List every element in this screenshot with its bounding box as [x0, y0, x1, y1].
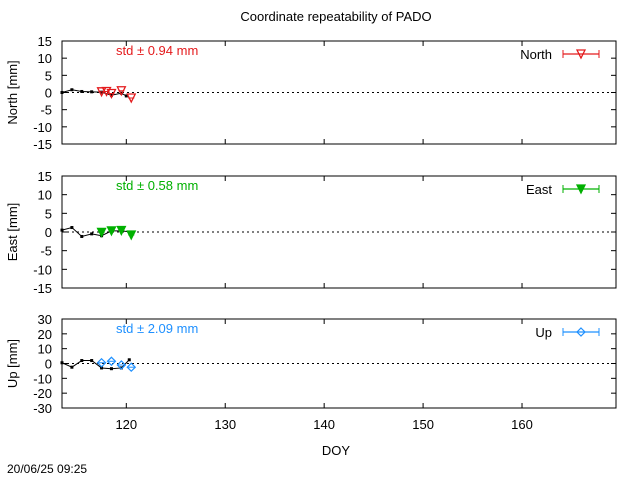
y-tick-label: -20: [33, 386, 52, 401]
y-tick-label: 10: [38, 342, 52, 357]
y-tick-label: -5: [40, 103, 52, 118]
reference-point: [60, 228, 64, 232]
y-tick-label: -10: [33, 120, 52, 135]
y-tick-label: 10: [38, 188, 52, 203]
data-point: [126, 230, 137, 241]
y-tick-label: 5: [45, 68, 52, 83]
y-tick-label: 15: [38, 34, 52, 49]
data-point: [126, 93, 137, 104]
reference-point: [109, 93, 113, 97]
reference-point: [109, 367, 113, 371]
x-tick-label: 150: [412, 417, 434, 432]
y-tick-label: 20: [38, 327, 52, 342]
y-axis-label: North [mm]: [5, 60, 20, 124]
y-tick-label: 10: [38, 51, 52, 66]
data-point: [116, 360, 127, 370]
y-tick-label: 30: [38, 312, 52, 327]
std-label: std ± 0.94 mm: [116, 43, 198, 58]
legend-label: East: [526, 182, 552, 197]
reference-point: [100, 366, 104, 370]
y-tick-label: 0: [45, 225, 52, 240]
reference-point: [70, 226, 74, 230]
std-label: std ± 0.58 mm: [116, 178, 198, 193]
legend-label: North: [520, 47, 552, 62]
reference-point: [80, 359, 84, 363]
data-point: [106, 88, 117, 99]
y-tick-label: -5: [40, 244, 52, 259]
data-point: [106, 226, 117, 237]
reference-point: [80, 89, 84, 93]
y-tick-label: -10: [33, 262, 52, 277]
reference-point: [90, 359, 94, 363]
reference-point: [60, 91, 64, 94]
reference-point: [124, 94, 128, 98]
x-tick-label: 160: [511, 417, 533, 432]
data-point: [116, 86, 127, 97]
chart-title: Coordinate repeatability of PADO: [240, 9, 431, 24]
panel-east: -15 -10 -5 0 5 10 15 East [mm] std ± 0.58 mm East: [5, 169, 617, 296]
legend-label: Up: [535, 325, 552, 340]
y-tick-label: 0: [45, 357, 52, 372]
reference-point: [90, 90, 94, 94]
y-axis-label: Up [mm]: [5, 339, 20, 388]
reference-point: [119, 91, 123, 95]
reference-point: [90, 232, 94, 236]
y-tick-label: 5: [45, 206, 52, 221]
std-label: std ± 2.09 mm: [116, 321, 198, 336]
y-tick-label: -30: [33, 401, 52, 416]
reference-point: [119, 366, 123, 370]
reference-point: [127, 358, 131, 362]
y-tick-label: 15: [38, 169, 52, 184]
reference-point: [70, 365, 74, 369]
y-tick-label: -10: [33, 371, 52, 386]
x-axis-label: DOY: [322, 443, 351, 458]
data-point: [116, 225, 127, 236]
data-point: [106, 356, 117, 367]
legend-marker: [575, 49, 587, 60]
panel-north: -15 -10 -5 0 5 10 15 North [mm] std ± 0.94 mm Nor…: [5, 34, 617, 152]
y-tick-label: 0: [45, 86, 52, 101]
data-point: [126, 362, 137, 373]
x-tick-label: 120: [115, 417, 137, 432]
x-tick-label: 140: [313, 417, 335, 432]
timestamp: 20/06/25 09:25: [7, 462, 88, 476]
data-point: [96, 227, 107, 238]
reference-line: [61, 89, 127, 97]
data-point: [96, 357, 107, 368]
y-tick-label: -15: [33, 137, 52, 152]
y-tick-label: -15: [33, 281, 52, 296]
x-tick-label: 130: [214, 417, 236, 432]
legend-marker: [576, 327, 586, 337]
reference-point: [80, 234, 84, 238]
legend-marker: [575, 184, 587, 195]
y-axis-label: East [mm]: [5, 203, 20, 262]
reference-point: [60, 361, 64, 365]
reference-point: [70, 88, 74, 92]
